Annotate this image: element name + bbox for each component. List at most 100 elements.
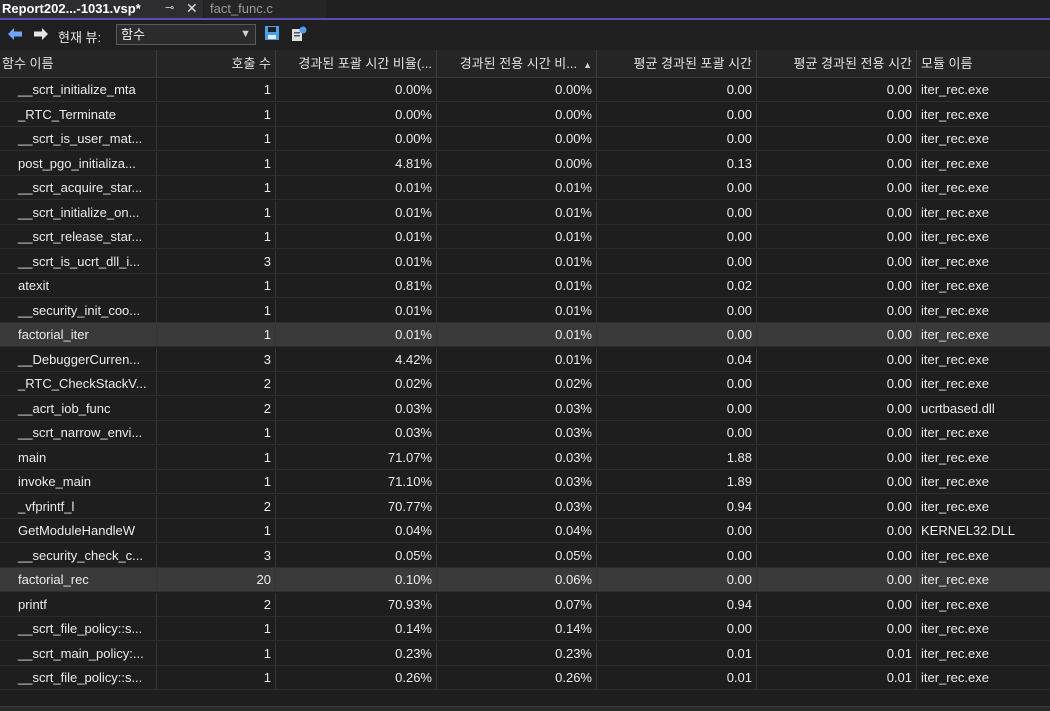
cell-exclusive-pct: 0.01% <box>437 323 597 346</box>
cell-avg-exclusive: 0.00 <box>757 200 917 224</box>
tab-report-vsp[interactable]: Report202...-1031.vsp* ⊸ ✕ <box>0 0 203 18</box>
cell-exclusive-pct: 0.03% <box>437 396 597 420</box>
cell-function-name: GetModuleHandleW <box>0 519 157 542</box>
cell-inclusive-pct: 0.01% <box>276 249 437 273</box>
table-row[interactable]: GetModuleHandleW 1 0.04% 0.04% 0.00 0.00 KERNE… <box>0 519 1050 543</box>
table-row[interactable]: __DebuggerCurren... 3 4.42% 0.01% 0.04 0.00 it… <box>0 347 1050 372</box>
table-row[interactable]: __scrt_release_star... 1 0.01% 0.01% 0.00 0.0… <box>0 225 1050 249</box>
cell-exclusive-pct: 0.07% <box>437 592 597 616</box>
cell-avg-inclusive: 0.01 <box>597 641 757 665</box>
cell-avg-inclusive: 0.00 <box>597 127 757 150</box>
cell-inclusive-pct: 0.01% <box>276 200 437 224</box>
cell-exclusive-pct: 0.00% <box>437 78 597 101</box>
cell-call-count: 1 <box>157 127 276 150</box>
cell-inclusive-pct: 0.23% <box>276 641 437 665</box>
table-row[interactable]: invoke_main 1 71.10% 0.03% 1.89 0.00 iter_rec.… <box>0 470 1050 494</box>
cell-module-name: iter_rec.exe <box>921 204 989 220</box>
table-row[interactable]: factorial_rec 20 0.10% 0.06% 0.00 0.00 iter_re… <box>0 568 1050 592</box>
column-header-avg-inclusive[interactable]: 평균 경과된 포괄 시간 <box>597 50 757 77</box>
cell-avg-exclusive: 0.00 <box>757 421 917 444</box>
cell-call-count: 1 <box>157 470 276 493</box>
cell-inclusive-pct: 0.02% <box>276 372 437 395</box>
cell-inclusive-pct: 0.04% <box>276 519 437 542</box>
table-row[interactable]: __scrt_file_policy::s... 1 0.14% 0.14% 0.00 0… <box>0 617 1050 641</box>
cell-function-name: __acrt_iob_func <box>0 396 157 420</box>
table-row[interactable]: __acrt_iob_func 2 0.03% 0.03% 0.00 0.00 ucrtba… <box>0 396 1050 421</box>
cell-module-name: iter_rec.exe <box>921 131 989 146</box>
grid-header: 함수 이름 호출 수 경과된 포괄 시간 비율(... 경과된 전용 시간 비... ▲… <box>0 50 1050 78</box>
cell-call-count: 1 <box>157 176 276 199</box>
table-row[interactable]: factorial_iter 1 0.01% 0.01% 0.00 0.00 iter_re… <box>0 323 1050 347</box>
cell-avg-inclusive: 1.88 <box>597 445 757 469</box>
cell-module-name: iter_rec.exe <box>921 621 989 636</box>
cell-avg-exclusive: 0.00 <box>757 176 917 199</box>
export-icon[interactable] <box>289 25 309 45</box>
cell-inclusive-pct: 4.81% <box>276 151 437 175</box>
table-row[interactable]: post_pgo_initializa... 1 4.81% 0.00% 0.13 0.0… <box>0 151 1050 176</box>
cell-avg-inclusive: 0.00 <box>597 372 757 395</box>
table-row[interactable]: main 1 71.07% 0.03% 1.88 0.00 iter_rec.exe <box>0 445 1050 470</box>
table-row[interactable]: __scrt_initialize_mta 1 0.00% 0.00% 0.00 0.00… <box>0 78 1050 102</box>
table-row[interactable]: _vfprintf_l 2 70.77% 0.03% 0.94 0.00 iter_rec.… <box>0 494 1050 519</box>
cell-function-name: post_pgo_initializa... <box>0 151 157 175</box>
table-row[interactable]: __scrt_narrow_envi... 1 0.03% 0.03% 0.00 0.00… <box>0 421 1050 445</box>
cell-avg-exclusive: 0.00 <box>757 127 917 150</box>
cell-function-name: atexit <box>0 274 157 297</box>
cell-call-count: 1 <box>157 519 276 542</box>
table-row[interactable]: __scrt_is_ucrt_dll_i... 3 0.01% 0.01% 0.00 0.… <box>0 249 1050 274</box>
cell-call-count: 3 <box>157 347 276 371</box>
table-row[interactable]: __scrt_acquire_star... 1 0.01% 0.01% 0.00 0.0… <box>0 176 1050 200</box>
column-header-exclusive-pct[interactable]: 경과된 전용 시간 비... ▲ <box>437 50 597 77</box>
table-row[interactable]: __scrt_is_user_mat... 1 0.00% 0.00% 0.00 0.00… <box>0 127 1050 151</box>
table-row[interactable]: _RTC_Terminate 1 0.00% 0.00% 0.00 0.00 iter_re… <box>0 102 1050 127</box>
cell-module-name: iter_rec.exe <box>921 670 989 685</box>
column-header-inclusive-pct[interactable]: 경과된 포괄 시간 비율(... <box>276 50 437 77</box>
column-header-avg-exclusive[interactable]: 평균 경과된 전용 시간 <box>757 50 917 77</box>
cell-avg-exclusive: 0.00 <box>757 151 917 175</box>
tab-fact-func-c[interactable]: fact_func.c <box>204 0 326 18</box>
cell-module-name: iter_rec.exe <box>921 645 989 661</box>
forward-arrow-icon[interactable] <box>32 25 50 45</box>
cell-call-count: 1 <box>157 641 276 665</box>
column-header-label: 경과된 포괄 시간 비율(... <box>298 56 432 71</box>
horizontal-scrollbar[interactable] <box>0 706 1050 711</box>
cell-inclusive-pct: 0.05% <box>276 543 437 567</box>
table-row[interactable]: atexit 1 0.81% 0.01% 0.02 0.00 iter_rec.exe <box>0 274 1050 298</box>
cell-avg-inclusive: 0.00 <box>597 323 757 346</box>
pin-icon[interactable]: ⊸ <box>165 2 175 14</box>
current-view-select[interactable]: 함수 ▼ <box>116 24 256 45</box>
cell-exclusive-pct: 0.06% <box>437 568 597 591</box>
cell-module-name: iter_rec.exe <box>921 547 989 563</box>
cell-module-name: iter_rec.exe <box>921 302 989 318</box>
cell-avg-exclusive: 0.00 <box>757 323 917 346</box>
table-row[interactable]: __scrt_initialize_on... 1 0.01% 0.01% 0.00 0.… <box>0 200 1050 225</box>
cell-exclusive-pct: 0.01% <box>437 225 597 248</box>
cell-avg-exclusive: 0.00 <box>757 225 917 248</box>
cell-module-name: iter_rec.exe <box>921 180 989 195</box>
cell-avg-inclusive: 0.00 <box>597 519 757 542</box>
tab-report-label: Report202...-1031.vsp* <box>2 1 141 16</box>
save-icon[interactable] <box>263 25 281 45</box>
document-tab-bar: Report202...-1031.vsp* ⊸ ✕ fact_func.c <box>0 0 1050 20</box>
table-row[interactable]: __security_init_coo... 1 0.01% 0.01% 0.00 0.0… <box>0 298 1050 323</box>
cell-call-count: 2 <box>157 396 276 420</box>
cell-call-count: 1 <box>157 200 276 224</box>
cell-avg-exclusive: 0.00 <box>757 274 917 297</box>
table-row[interactable]: printf 2 70.93% 0.07% 0.94 0.00 iter_rec.exe <box>0 592 1050 617</box>
table-row[interactable]: _RTC_CheckStackV... 2 0.02% 0.02% 0.00 0.00 it… <box>0 372 1050 396</box>
cell-call-count: 1 <box>157 421 276 444</box>
column-header-call-count[interactable]: 호출 수 <box>157 50 276 77</box>
table-row[interactable]: __scrt_file_policy::s... 1 0.26% 0.26% 0.01 0… <box>0 666 1050 690</box>
cell-call-count: 1 <box>157 445 276 469</box>
cell-avg-inclusive: 0.00 <box>597 543 757 567</box>
column-header-module-name[interactable]: 모듈 이름 <box>917 50 1050 77</box>
cell-avg-inclusive: 0.94 <box>597 592 757 616</box>
close-icon[interactable]: ✕ <box>186 0 198 16</box>
column-header-function-name[interactable]: 함수 이름 <box>0 50 157 77</box>
cell-call-count: 3 <box>157 543 276 567</box>
back-arrow-icon[interactable] <box>6 25 24 45</box>
table-row[interactable]: __security_check_c... 3 0.05% 0.05% 0.00 0.00… <box>0 543 1050 568</box>
cell-inclusive-pct: 0.01% <box>276 176 437 199</box>
cell-inclusive-pct: 0.03% <box>276 396 437 420</box>
table-row[interactable]: __scrt_main_policy:... 1 0.23% 0.23% 0.01 0.0… <box>0 641 1050 666</box>
